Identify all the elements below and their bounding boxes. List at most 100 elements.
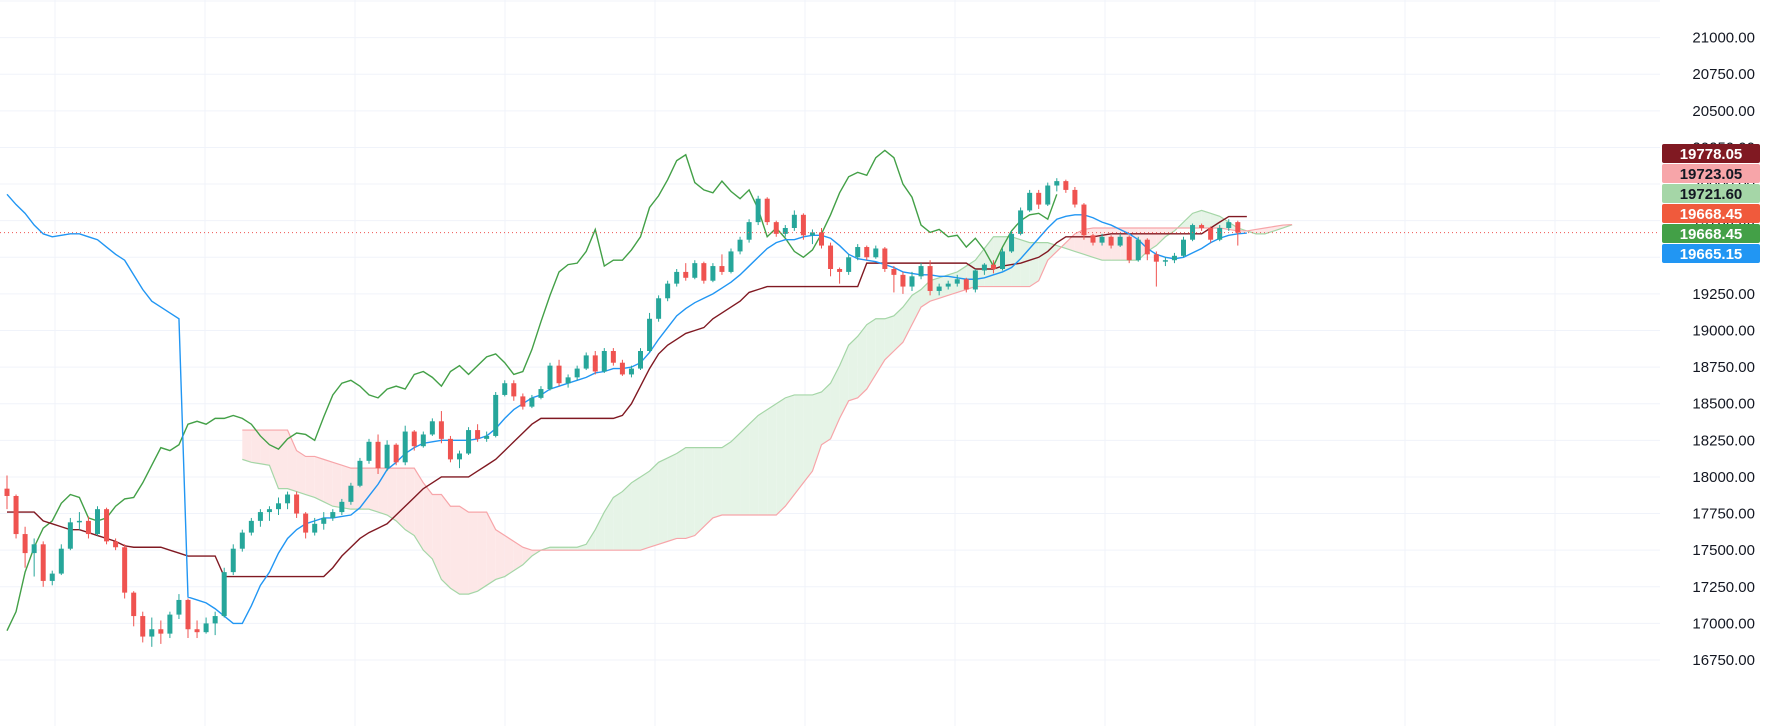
candle[interactable]: [638, 348, 643, 371]
candle[interactable]: [737, 236, 743, 255]
candle[interactable]: [22, 526, 28, 568]
candle[interactable]: [1235, 220, 1241, 246]
candle[interactable]: [429, 418, 435, 436]
candle[interactable]: [140, 611, 146, 643]
candle[interactable]: [266, 506, 272, 521]
candle[interactable]: [1099, 233, 1105, 246]
candle[interactable]: [1153, 251, 1159, 287]
candle[interactable]: [945, 280, 951, 290]
candle[interactable]: [1036, 189, 1042, 209]
candle[interactable]: [574, 365, 580, 381]
candle[interactable]: [809, 229, 815, 245]
candle[interactable]: [212, 611, 218, 636]
candle[interactable]: [683, 263, 689, 281]
candle[interactable]: [484, 431, 490, 442]
candle[interactable]: [1126, 235, 1132, 264]
candle[interactable]: [1027, 189, 1033, 212]
candle[interactable]: [85, 516, 91, 539]
candle[interactable]: [257, 509, 263, 527]
candle[interactable]: [176, 594, 182, 619]
candlesticks[interactable]: [4, 178, 1241, 647]
candle[interactable]: [95, 506, 100, 536]
candle[interactable]: [285, 491, 291, 510]
candle[interactable]: [1144, 238, 1150, 261]
candle[interactable]: [656, 295, 662, 322]
candle[interactable]: [330, 509, 336, 521]
candle[interactable]: [1108, 235, 1114, 249]
candle[interactable]: [58, 544, 64, 576]
candle[interactable]: [773, 220, 779, 237]
candle[interactable]: [583, 352, 589, 371]
candle[interactable]: [1072, 186, 1078, 208]
candle[interactable]: [4, 475, 10, 510]
candle[interactable]: [981, 263, 987, 275]
candle[interactable]: [972, 268, 978, 293]
candle[interactable]: [746, 219, 752, 243]
candle[interactable]: [565, 374, 571, 388]
candle[interactable]: [357, 457, 363, 488]
candle[interactable]: [954, 274, 960, 287]
candle[interactable]: [40, 541, 46, 587]
candle[interactable]: [149, 617, 155, 647]
candle[interactable]: [1063, 179, 1069, 193]
candle[interactable]: [882, 247, 888, 272]
candle[interactable]: [1081, 203, 1087, 240]
candle[interactable]: [402, 425, 408, 466]
candle[interactable]: [167, 611, 173, 639]
candle[interactable]: [1199, 223, 1205, 231]
candle[interactable]: [375, 434, 381, 475]
candle[interactable]: [1171, 252, 1177, 264]
candle[interactable]: [1018, 207, 1024, 236]
candle[interactable]: [76, 512, 82, 530]
candle[interactable]: [1117, 233, 1123, 248]
candle[interactable]: [619, 359, 625, 376]
price-axis[interactable]: 16750.00 17000.00 17250.00 17500.00 17750.00…: [1692, 30, 1755, 669]
candle[interactable]: [294, 491, 300, 518]
candle[interactable]: [113, 538, 119, 551]
candle[interactable]: [475, 424, 481, 442]
candle[interactable]: [312, 517, 318, 536]
candle[interactable]: [411, 430, 417, 451]
candle[interactable]: [665, 280, 671, 302]
candle[interactable]: [348, 482, 354, 505]
candle[interactable]: [782, 225, 788, 237]
candle[interactable]: [1135, 236, 1141, 262]
candle[interactable]: [466, 427, 472, 455]
candle[interactable]: [755, 195, 761, 226]
candle[interactable]: [873, 245, 879, 259]
candle[interactable]: [728, 248, 734, 274]
candle[interactable]: [800, 213, 806, 240]
candle[interactable]: [321, 512, 327, 530]
candle[interactable]: [1217, 225, 1223, 242]
candle[interactable]: [104, 507, 110, 545]
candle[interactable]: [203, 617, 209, 634]
candle[interactable]: [1226, 219, 1232, 231]
candle[interactable]: [674, 268, 680, 287]
candle[interactable]: [194, 620, 200, 639]
candle[interactable]: [601, 348, 607, 373]
candle[interactable]: [457, 450, 462, 469]
candle[interactable]: [13, 494, 19, 539]
candle[interactable]: [846, 254, 852, 275]
candle[interactable]: [239, 529, 245, 552]
candle[interactable]: [493, 392, 499, 438]
candle[interactable]: [647, 312, 653, 353]
candle[interactable]: [185, 598, 191, 639]
candle[interactable]: [511, 380, 517, 401]
candle[interactable]: [538, 386, 544, 400]
candle[interactable]: [366, 438, 372, 464]
candle[interactable]: [927, 260, 933, 296]
candle[interactable]: [67, 517, 73, 551]
candle[interactable]: [710, 263, 716, 283]
candle[interactable]: [49, 570, 55, 586]
candle[interactable]: [610, 348, 616, 366]
candle[interactable]: [791, 210, 797, 231]
candle[interactable]: [303, 512, 309, 539]
candle[interactable]: [438, 411, 444, 444]
candle[interactable]: [221, 567, 227, 618]
candle[interactable]: [819, 227, 824, 249]
candle[interactable]: [692, 260, 698, 280]
candle[interactable]: [909, 271, 915, 291]
candle[interactable]: [230, 544, 236, 576]
